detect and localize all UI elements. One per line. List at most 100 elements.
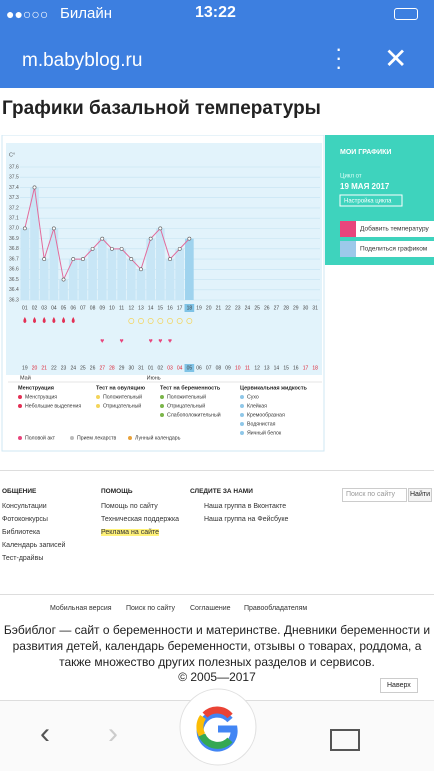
drop xyxy=(23,317,27,323)
y-tick-label: 37.2 xyxy=(9,205,19,211)
y-unit: C° xyxy=(9,152,15,158)
bottom-link[interactable]: Правообладателям xyxy=(244,605,308,612)
date-label: 06 xyxy=(196,365,202,371)
share-button[interactable] xyxy=(340,241,434,257)
time: 13:22 xyxy=(195,4,236,21)
menu[interactable]: · · · xyxy=(335,36,343,79)
x-tick-label: 09 xyxy=(99,305,105,311)
url[interactable]: m.babyblog.ru xyxy=(22,50,143,71)
legend-item: Небольшие выделения xyxy=(25,403,81,409)
temp-point xyxy=(61,277,66,282)
x-tick-label: 16 xyxy=(167,305,173,311)
x-tick-label: 13 xyxy=(138,305,144,311)
date-label: 01 xyxy=(148,365,154,371)
date-label: 18 xyxy=(312,365,318,371)
x-tick-label: 25 xyxy=(254,305,260,311)
back[interactable]: ‹ xyxy=(40,717,50,750)
legend-item: Отрицательный xyxy=(167,402,205,409)
legend-icon xyxy=(96,404,100,408)
x-tick-label: 20 xyxy=(206,305,212,311)
bottom-link[interactable]: Соглашение xyxy=(190,605,231,612)
signal: ●●○○○ xyxy=(6,6,49,22)
date-label: 19 xyxy=(22,365,28,371)
today xyxy=(184,364,195,372)
x-tick-label: 26 xyxy=(264,305,270,311)
legend-title: Менструация xyxy=(18,385,54,391)
x-tick-label: 31 xyxy=(312,305,318,311)
x-tick-label: 22 xyxy=(225,305,231,311)
date-label: 30 xyxy=(129,365,135,371)
divider xyxy=(0,470,434,471)
footer-heading: ПОМОЩЬ xyxy=(101,488,133,495)
footer-link[interactable]: Фотоконкурсы xyxy=(2,516,48,523)
temp-point xyxy=(90,246,95,251)
ovulation-mark xyxy=(147,318,154,324)
x-tick-label: 19 xyxy=(196,305,202,311)
bottom-toolbar: ‹ › xyxy=(0,688,434,771)
footer-link[interactable]: Техническая поддержка xyxy=(101,516,180,523)
legend-icon xyxy=(18,395,22,399)
about: Бэбиблог — сайт о беременности и материн… xyxy=(3,623,431,669)
heart: ♥ xyxy=(120,338,124,345)
footer-link[interactable]: Реклама на сайте xyxy=(101,529,160,536)
x-tick-label: 14 xyxy=(148,305,154,311)
temp-point xyxy=(71,257,76,261)
share-icon xyxy=(340,241,356,257)
legend-item: Клейкая xyxy=(247,402,267,409)
bottom-link[interactable]: Поиск по сайту xyxy=(126,605,176,612)
temp-column xyxy=(185,238,194,300)
x-tick-label: 04 xyxy=(51,305,57,311)
drop xyxy=(42,317,46,323)
temp-column xyxy=(39,259,49,300)
temp-column xyxy=(20,228,30,300)
legend-item: Лунный календарь xyxy=(135,434,181,441)
x-tick-label: 24 xyxy=(245,305,251,311)
to-top[interactable]: Наверх xyxy=(380,678,418,693)
footer-link[interactable]: Наша группа на Фейсбуке xyxy=(204,516,289,523)
footer-link[interactable]: Тест-драйвы xyxy=(2,555,44,562)
date-label: 27 xyxy=(99,365,105,371)
temp-point xyxy=(42,257,47,261)
footer-link[interactable]: Консультации xyxy=(2,503,47,510)
footer-link[interactable]: Наша группа в Вконтакте xyxy=(204,503,287,510)
divider xyxy=(0,594,434,595)
legend-icon xyxy=(240,395,244,399)
x-tick-label: 11 xyxy=(119,305,124,311)
temp-point xyxy=(100,236,105,241)
settings[interactable]: Настройка цикла xyxy=(344,198,392,205)
ovulation-mark xyxy=(176,318,183,324)
google-button[interactable] xyxy=(178,687,258,771)
share[interactable]: Поделиться графиком xyxy=(360,246,428,253)
legend-item: Водянистая xyxy=(247,421,276,427)
legend-title: Цервикальная жидкость xyxy=(240,385,308,391)
close[interactable]: ✕ xyxy=(384,43,408,74)
ovulation-mark xyxy=(167,318,173,324)
browser-bar: m.babyblog.ru · · · ✕ xyxy=(0,30,434,88)
forward[interactable]: › xyxy=(108,717,118,750)
ovulation-mark xyxy=(186,318,193,324)
y-tick-label: 36.4 xyxy=(9,287,19,293)
tabs[interactable] xyxy=(330,729,360,751)
my-charts[interactable]: МОИ ГРАФИКИ xyxy=(340,149,391,156)
search-input[interactable]: Поиск по сайту xyxy=(342,488,407,502)
settings-button[interactable] xyxy=(339,194,403,207)
cycle-date: 19 МАЯ 2017 xyxy=(340,182,390,191)
temp-point xyxy=(110,246,114,251)
add-temp-button[interactable] xyxy=(340,221,434,237)
date-label: 31 xyxy=(138,365,144,371)
search-button[interactable]: Найти xyxy=(408,488,432,502)
temp-column xyxy=(165,259,175,300)
x-tick-label: 07 xyxy=(80,305,86,311)
date-label: 08 xyxy=(216,365,222,371)
x-tick-label: 06 xyxy=(70,305,76,311)
battery xyxy=(394,8,418,20)
bottom-link[interactable]: Мобильная версия xyxy=(50,605,112,612)
date-label: 22 xyxy=(51,365,57,371)
add-temp[interactable]: Добавить температуру xyxy=(360,225,430,233)
y-tick-label: 37.6 xyxy=(9,164,19,170)
footer-link[interactable]: Календарь записей xyxy=(2,542,66,549)
temp-point xyxy=(51,226,56,231)
date-label: 05 xyxy=(187,365,193,371)
footer-link[interactable]: Помощь по сайту xyxy=(101,503,158,510)
footer-link[interactable]: Библиотека xyxy=(2,529,41,536)
